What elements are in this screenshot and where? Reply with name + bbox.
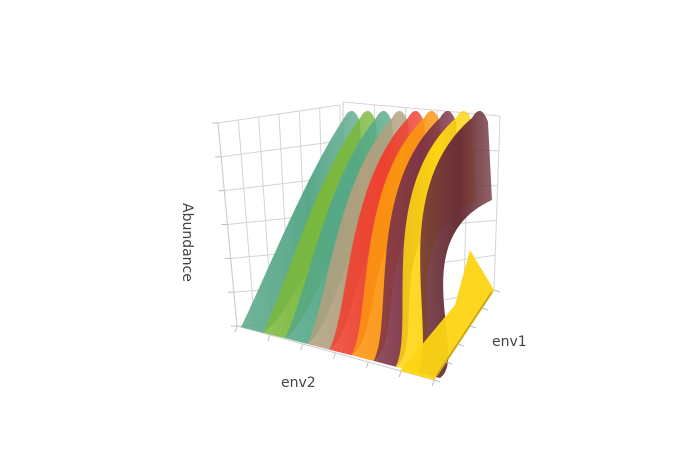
x-tick xyxy=(433,379,441,383)
y-tick xyxy=(398,370,402,378)
x-tick xyxy=(445,361,453,365)
axis-ticks xyxy=(212,122,501,387)
back-gridline xyxy=(217,104,341,124)
x-tick xyxy=(457,343,465,347)
floor-surface-fill xyxy=(400,250,494,380)
y-axis-title: env2 xyxy=(281,375,316,391)
back-gridline xyxy=(493,115,501,291)
x-axis-title: env1 xyxy=(492,334,527,350)
x-tick xyxy=(469,325,477,329)
y-tick xyxy=(333,352,336,360)
y-tick xyxy=(234,325,238,333)
floor-surface xyxy=(400,250,494,380)
y-tick xyxy=(267,334,271,342)
surfaces xyxy=(241,110,492,378)
back-gridline xyxy=(342,101,501,117)
back-gridline xyxy=(221,140,341,158)
x-tick xyxy=(481,307,489,311)
y-tick xyxy=(365,361,369,369)
surface-9 xyxy=(417,110,492,378)
floor-edge xyxy=(436,291,493,376)
y-tick xyxy=(300,343,304,351)
x-tick xyxy=(493,289,501,293)
z-axis-title: Abundance xyxy=(179,203,195,282)
y-tick xyxy=(431,379,435,387)
